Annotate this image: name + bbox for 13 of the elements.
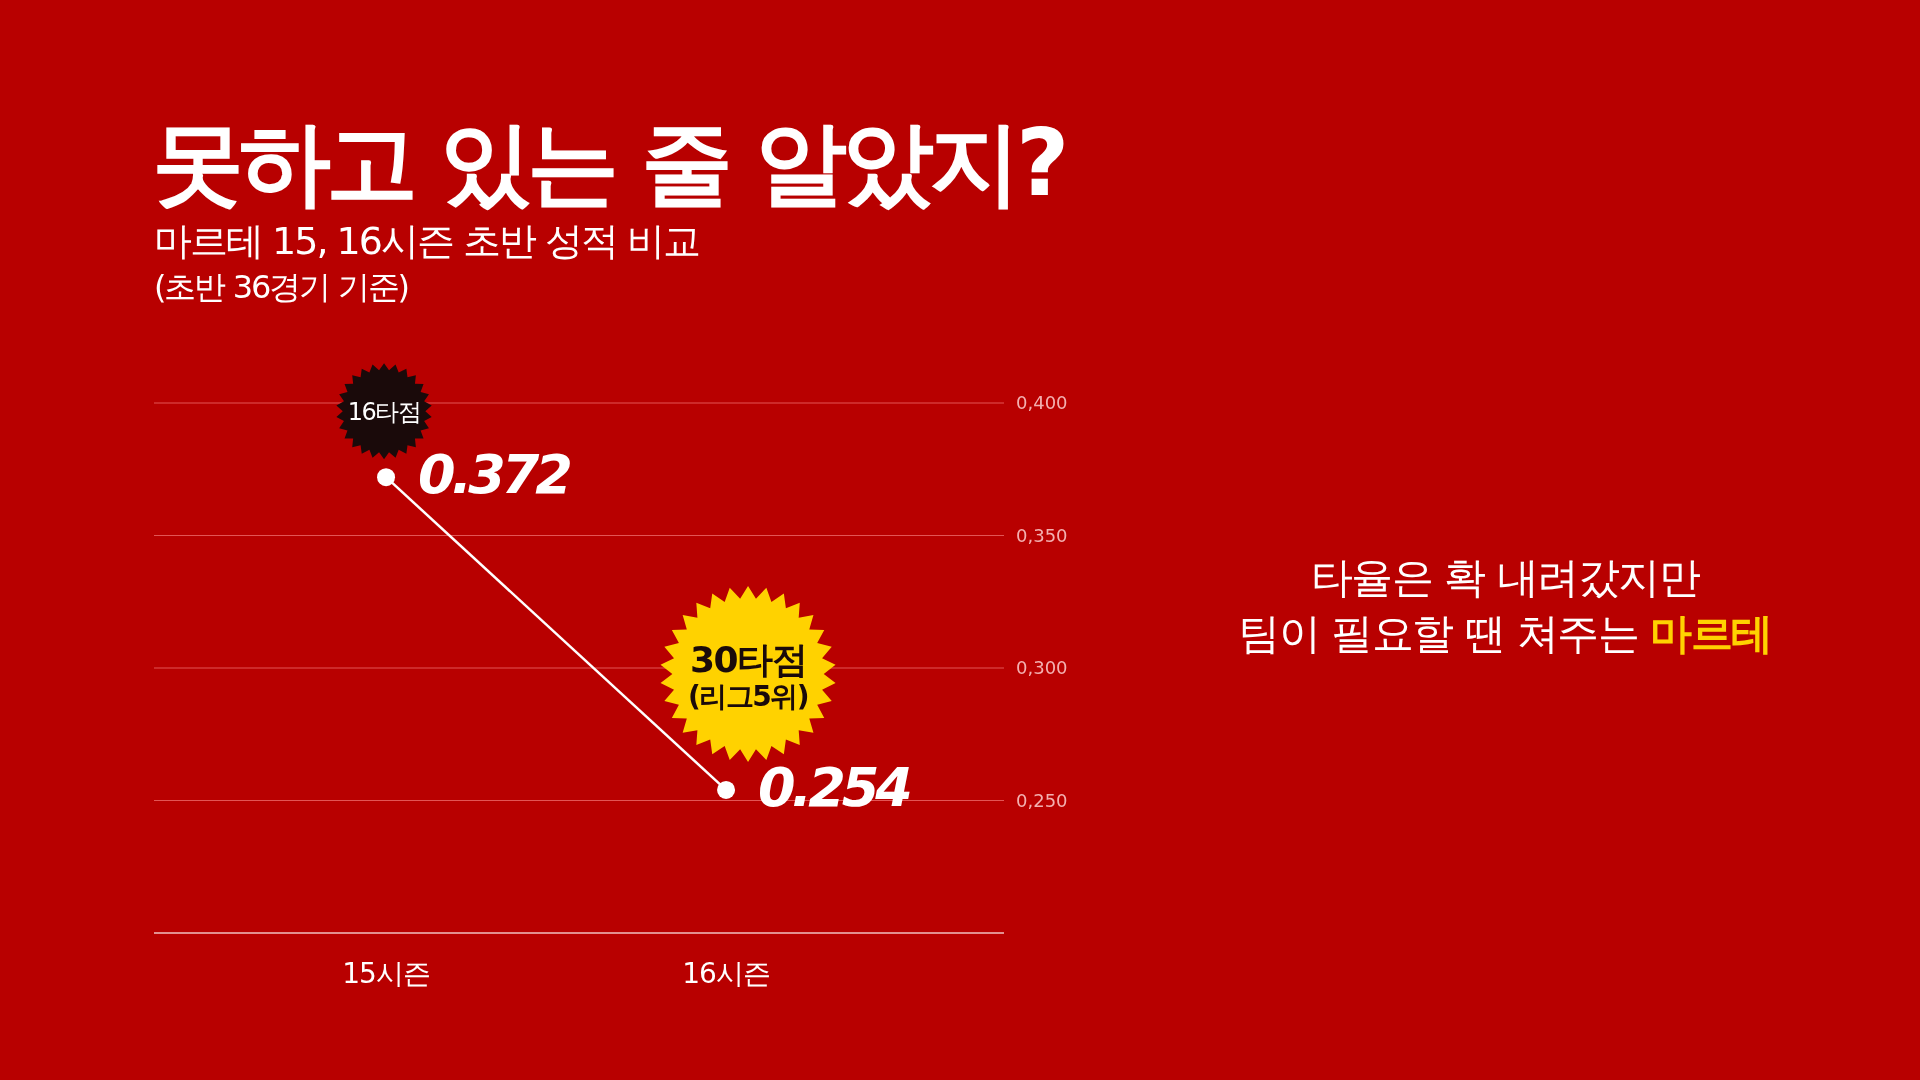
y-tick-label: 0,250 — [1016, 789, 1068, 811]
data-label: 0.254 — [758, 755, 911, 819]
x-tick-label: 16시즌 — [682, 957, 770, 990]
chart-title: 못하고 있는 줄 알았지? — [152, 110, 1065, 217]
y-tick-label: 0,350 — [1016, 524, 1068, 546]
annotation: 30타점 (리그5위) — [688, 638, 809, 713]
chart-subtitle: 마르테 15, 16시즌 초반 성적 비교 (초반 36경기 기준) — [154, 219, 700, 306]
x-tick-label: 15시즌 — [342, 957, 430, 990]
y-tick-label: 0,400 — [1016, 392, 1068, 413]
text: 타율은 확 내려갔지만 팀이 필요할 땐 쳐주는 마르테 — [1238, 553, 1772, 658]
data-label: 0.372 — [418, 443, 571, 507]
annotation: 16타점 — [347, 398, 421, 427]
y-tick-label: 0,300 — [1016, 657, 1068, 678]
